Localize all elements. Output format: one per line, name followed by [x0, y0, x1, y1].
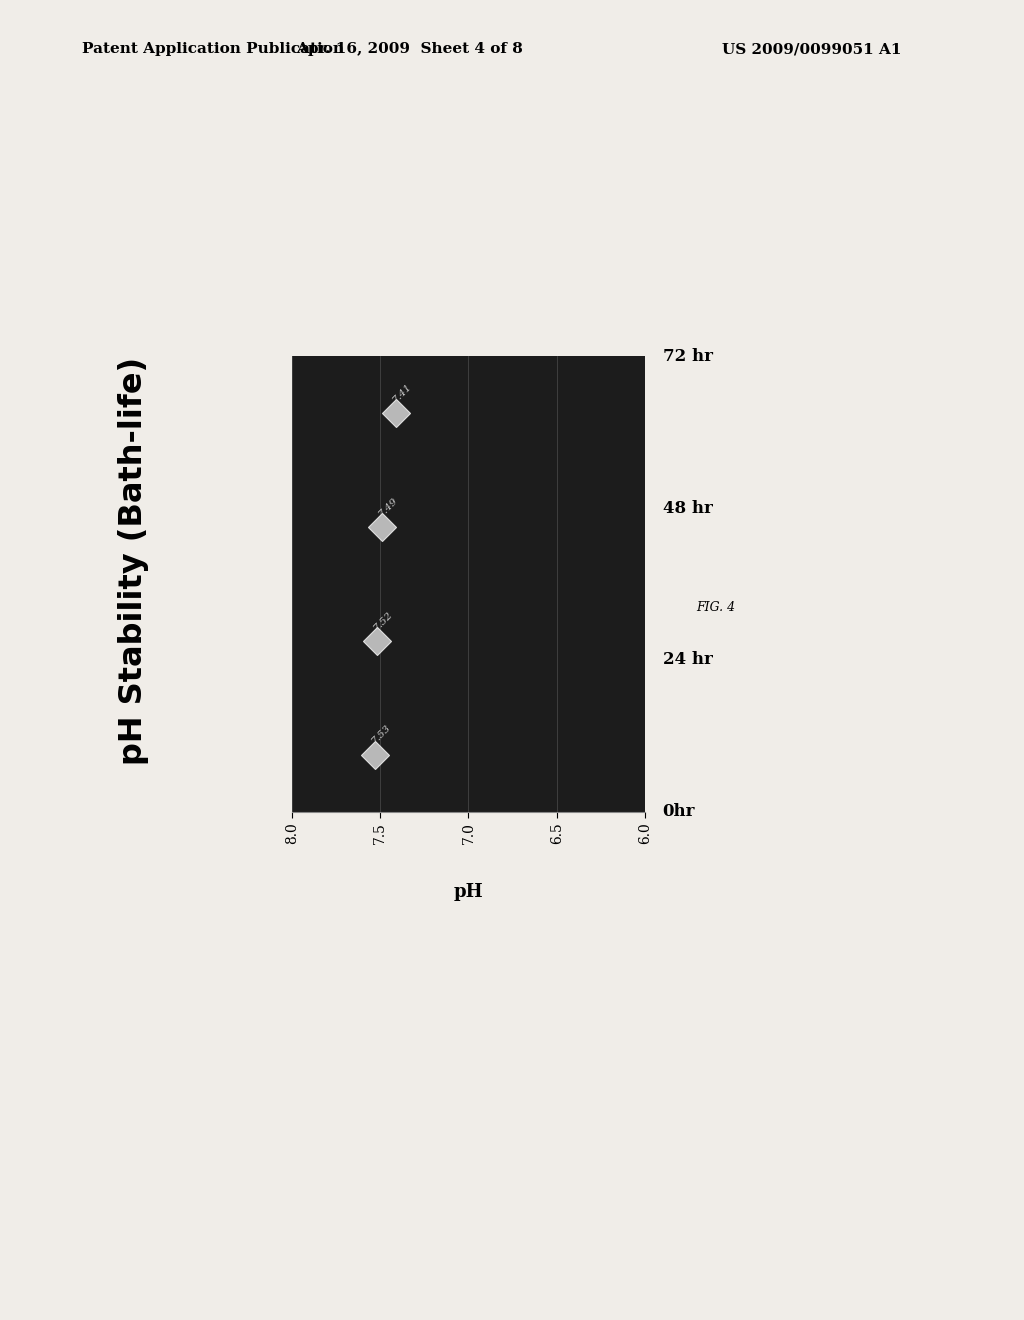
Text: pH Stability (Bath-life): pH Stability (Bath-life): [118, 356, 148, 766]
Text: 7.41: 7.41: [391, 381, 414, 404]
Text: 7.49: 7.49: [377, 495, 399, 517]
Text: Patent Application Publication: Patent Application Publication: [82, 42, 344, 57]
X-axis label: pH: pH: [454, 883, 483, 902]
Text: 0hr: 0hr: [663, 804, 695, 820]
Text: 7.52: 7.52: [372, 610, 394, 632]
Text: 7.53: 7.53: [370, 723, 392, 746]
Text: US 2009/0099051 A1: US 2009/0099051 A1: [722, 42, 901, 57]
Text: 72 hr: 72 hr: [663, 348, 713, 364]
Text: Apr. 16, 2009  Sheet 4 of 8: Apr. 16, 2009 Sheet 4 of 8: [296, 42, 523, 57]
Text: FIG. 4: FIG. 4: [696, 601, 735, 614]
Text: 48 hr: 48 hr: [663, 500, 713, 516]
Text: 24 hr: 24 hr: [663, 652, 713, 668]
